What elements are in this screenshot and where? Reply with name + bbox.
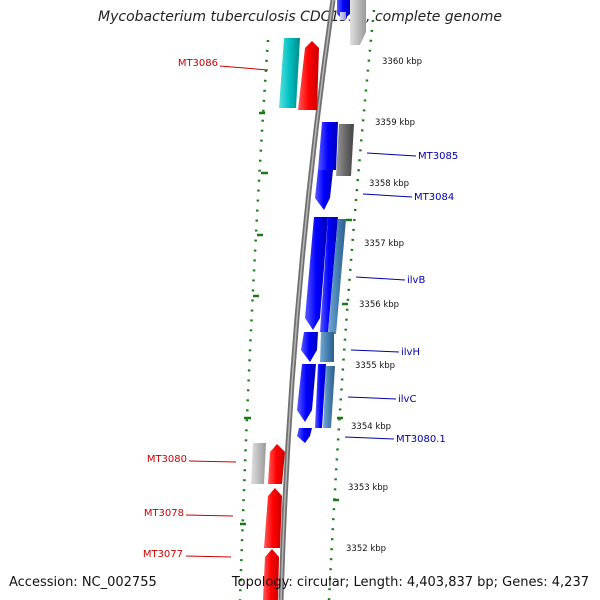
gene-ilvB-inner xyxy=(320,217,338,332)
tick-label-3356: 3356 kbp xyxy=(359,300,399,310)
gene-labels-right: MT3085 MT3084 ilvB ilvH ilvC MT3080.1 xyxy=(396,151,458,445)
reverse-strand-genes xyxy=(297,0,366,443)
tick-label-3355: 3355 kbp xyxy=(355,361,395,371)
gene-label-MT3080.1: MT3080.1 xyxy=(396,434,446,445)
gene-MT3086 xyxy=(298,41,319,110)
tick-label-3353: 3353 kbp xyxy=(348,483,388,493)
gene-label-MT3086: MT3086 xyxy=(178,58,218,69)
scale-ticks: 3360 kbp 3359 kbp 3358 kbp 3357 kbp 3356… xyxy=(346,57,422,554)
gene-ilvB-steel xyxy=(328,219,346,334)
gene-ilvH-steel xyxy=(320,332,334,362)
page-title: Mycobacterium tuberculosis CDC1551, comp… xyxy=(98,9,502,25)
gene-MT3080 xyxy=(268,444,285,484)
leader-MT3086 xyxy=(219,65,269,71)
tick-label-3357: 3357 kbp xyxy=(364,239,404,249)
tick-label-3360: 3360 kbp xyxy=(382,57,422,67)
gene-ilvB xyxy=(305,217,328,330)
tick-label-3354: 3354 kbp xyxy=(351,422,391,432)
gene-label-ilvH: ilvH xyxy=(401,347,420,358)
leader-MT3084 xyxy=(362,193,413,198)
leader-ilvB xyxy=(355,276,406,281)
gene-top-lavender xyxy=(340,12,346,20)
gene-MT3084 xyxy=(315,170,333,210)
gene-top-lightgray xyxy=(350,0,366,45)
gc-outer-arc xyxy=(327,9,376,600)
topology-text: Topology: circular; Length: 4,403,837 bp… xyxy=(231,575,589,590)
gene-MT3085-gray xyxy=(336,124,354,176)
tick-label-3352: 3352 kbp xyxy=(346,544,386,554)
leader-MT3085 xyxy=(366,152,417,157)
gene-label-MT3078: MT3078 xyxy=(144,508,184,519)
gene-label-MT3077: MT3077 xyxy=(143,549,183,560)
forward-strand-genes xyxy=(251,38,319,600)
gc-inner-arc xyxy=(238,39,270,600)
gene-ilvC-inner xyxy=(315,364,326,428)
gene-ilvC-steel xyxy=(323,366,335,428)
gene-label-MT3084: MT3084 xyxy=(414,192,454,203)
gene-label-ilvC: ilvC xyxy=(398,394,416,405)
gene-label-MT3085: MT3085 xyxy=(418,151,458,162)
genome-backbone-highlight xyxy=(280,0,334,600)
gene-MT3077 xyxy=(263,549,279,600)
accession-text: Accession: NC_002755 xyxy=(9,575,157,590)
gc-content-track xyxy=(238,9,376,600)
tick-label-3358: 3358 kbp xyxy=(369,179,409,189)
leader-MT3080.1 xyxy=(344,436,395,440)
leader-ilvH xyxy=(350,349,400,353)
label-leaders xyxy=(185,65,417,558)
leader-MT3077 xyxy=(185,555,232,558)
gene-MT3085 xyxy=(318,122,338,170)
gene-label-ilvB: ilvB xyxy=(407,275,425,286)
gene-label-MT3080: MT3080 xyxy=(147,454,187,465)
gene-MT3080-gray xyxy=(251,443,266,484)
gene-MT3086-cyan xyxy=(279,38,300,108)
gene-MT3080.1 xyxy=(297,428,312,443)
leader-MT3078 xyxy=(185,514,234,517)
leader-ilvC xyxy=(347,396,397,400)
gene-labels-left: MT3086 MT3080 MT3078 MT3077 xyxy=(143,58,218,560)
tick-label-3359: 3359 kbp xyxy=(375,118,415,128)
gene-MT3078 xyxy=(264,488,282,548)
leader-MT3080 xyxy=(188,460,237,463)
gene-ilvC xyxy=(297,364,316,422)
gene-ilvH xyxy=(301,332,318,362)
